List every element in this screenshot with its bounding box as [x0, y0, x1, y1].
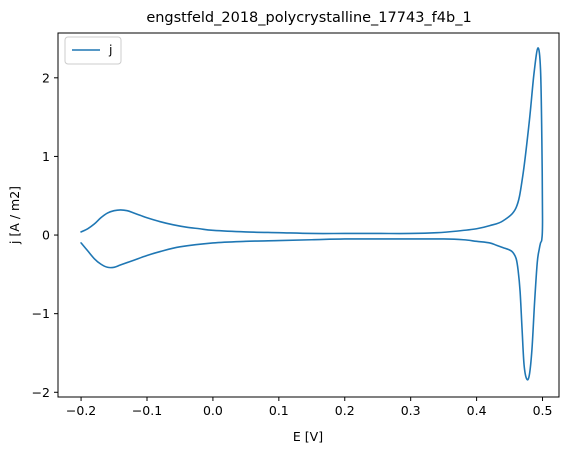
- x-tick-label: 0.3: [401, 403, 421, 418]
- legend: j: [64, 36, 122, 65]
- x-tick-label: 0.4: [467, 403, 487, 418]
- series-line-j: [80, 47, 544, 381]
- x-tick-label: 0.2: [335, 403, 355, 418]
- x-tick-label: 0.0: [203, 403, 223, 418]
- y-tick-label: 1: [42, 149, 50, 164]
- plot-frame: [57, 32, 560, 398]
- y-tick-label: 0: [42, 228, 50, 243]
- chart-title: engstfeld_2018_polycrystalline_17743_f4b…: [146, 10, 471, 26]
- x-tick-label: −0.1: [132, 403, 162, 418]
- x-tick-label: −0.2: [66, 403, 96, 418]
- legend-label: j: [108, 42, 112, 57]
- x-axis-label: E [V]: [293, 429, 323, 444]
- y-tick-label: −2: [32, 385, 50, 400]
- x-tick-label: 0.5: [533, 403, 553, 418]
- axis-ticks: −0.2 −0.1 0.0 0.1 0.2 0.3 0.4 0.5 −2 −1 0 1 2: [32, 70, 553, 418]
- x-tick-label: 0.1: [269, 403, 289, 418]
- y-tick-label: −1: [32, 306, 50, 321]
- y-axis-label: j [A / m2]: [7, 186, 22, 245]
- series-layer: [80, 47, 544, 381]
- y-tick-label: 2: [42, 70, 50, 85]
